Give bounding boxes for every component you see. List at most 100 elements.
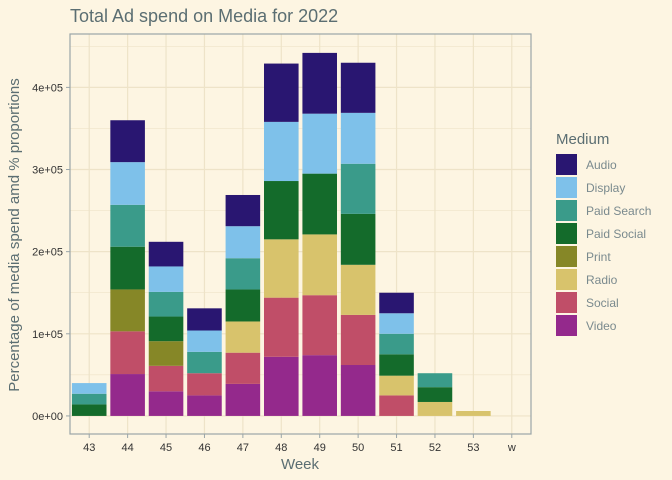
bar-segment-audio xyxy=(187,308,222,331)
bar-segment-display xyxy=(379,313,414,334)
bar-segment-paid-search xyxy=(71,393,107,405)
bar-segment-display xyxy=(340,112,376,164)
plot-panel xyxy=(70,34,531,434)
bar-segment-paid-social xyxy=(340,213,376,265)
legend-title: Medium xyxy=(556,131,609,148)
grid-lines xyxy=(70,34,531,434)
bar-segment-audio xyxy=(225,194,261,227)
y-axis-label: Percentage of media spend amd % proporti… xyxy=(6,78,23,392)
bar-segment-radio xyxy=(456,411,491,416)
legend-label: Paid Search xyxy=(586,204,651,218)
legend-label: Radio xyxy=(586,273,618,287)
legend-label: Paid Social xyxy=(586,227,646,241)
bar-segment-social xyxy=(340,314,376,366)
bar-segment-paid-social xyxy=(110,246,145,290)
bar-segment-paid-search xyxy=(225,258,261,290)
bar-segment-paid-social xyxy=(264,181,299,240)
bar-segment-audio xyxy=(340,62,376,113)
bar-segment-paid-search xyxy=(340,163,376,214)
bar-segment-paid-social xyxy=(417,387,453,402)
bar-segment-display xyxy=(71,383,107,394)
bar-segment-video xyxy=(225,383,261,416)
x-tick-label: 44 xyxy=(122,442,134,454)
bar-segment-audio xyxy=(148,241,184,267)
bar-segment-radio xyxy=(264,239,299,298)
bar-segment-audio xyxy=(302,52,337,114)
bar-segment-video xyxy=(110,374,145,416)
x-tick-label: 49 xyxy=(314,442,326,454)
bar-segment-display xyxy=(225,226,261,259)
bar-segment-paid-social xyxy=(148,316,184,342)
y-tick-label: 0e+00 xyxy=(32,411,63,423)
bar-segment-radio xyxy=(302,234,337,296)
legend-label: Video xyxy=(586,319,617,333)
bar-segment-video xyxy=(340,365,376,416)
bar-segment-display xyxy=(264,121,299,182)
bar-segment-social xyxy=(148,365,184,392)
x-axis-label: Week xyxy=(281,456,320,473)
bar-segment-paid-social xyxy=(302,173,337,235)
bar-segment-video xyxy=(264,356,299,416)
bar-segment-social xyxy=(379,395,414,416)
bar-segment-video xyxy=(148,391,184,416)
x-tick-label: 50 xyxy=(352,442,364,454)
bar-segment-paid-search xyxy=(417,373,453,388)
legend-key-paid-search xyxy=(556,200,577,221)
bar-segment-paid-social xyxy=(225,289,261,322)
bar-segment-paid-search xyxy=(379,333,414,355)
bar-segment-print xyxy=(110,289,145,332)
bar-segment-radio xyxy=(225,321,261,353)
bar-segment-video xyxy=(302,355,337,416)
chart-title: Total Ad spend on Media for 2022 xyxy=(70,6,338,26)
bar-segment-video xyxy=(187,395,222,416)
bar-segment-audio xyxy=(264,63,299,122)
x-tick-label: w xyxy=(507,442,516,454)
legend-label: Social xyxy=(586,296,619,310)
bar-segment-social xyxy=(225,352,261,384)
bar-segment-paid-social xyxy=(71,404,107,416)
y-tick-label: 4e+05 xyxy=(32,82,63,94)
y-tick-label: 1e+05 xyxy=(32,329,63,341)
bar-segment-social xyxy=(264,297,299,357)
x-tick-label: 47 xyxy=(237,442,249,454)
bar-segment-social xyxy=(302,295,337,356)
bar-segment-audio xyxy=(110,120,145,163)
legend-key-social xyxy=(556,292,577,313)
x-tick-label: 53 xyxy=(467,442,479,454)
x-tick-label: 46 xyxy=(198,442,210,454)
bar-segment-radio xyxy=(340,264,376,315)
panel-border xyxy=(69,33,532,435)
legend-key-video xyxy=(556,315,577,336)
bar-segment-display xyxy=(148,266,184,292)
bar-segment-paid-social xyxy=(379,354,414,376)
bar-segment-paid-search xyxy=(148,291,184,317)
legend-label: Display xyxy=(586,181,625,195)
y-tick-label: 3e+05 xyxy=(32,165,63,177)
x-tick-label: 43 xyxy=(83,442,95,454)
bar-segment-social xyxy=(110,331,145,375)
legend: Medium Audio Display Paid Search Paid Socia… xyxy=(556,131,651,336)
bar-segment-display xyxy=(110,162,145,205)
bar-segment-display xyxy=(187,330,222,352)
axes: 0e+00 1e+05 2e+05 3e+05 4e+05 43 44 45 46 47 48 49 5… xyxy=(32,33,532,454)
bar-segment-social xyxy=(187,373,222,396)
bar-segment-audio xyxy=(379,292,414,314)
bar-segment-radio xyxy=(379,375,414,396)
x-tick-label: 52 xyxy=(429,442,441,454)
bar-segment-paid-search xyxy=(110,204,145,247)
bar-segment-paid-search xyxy=(187,351,222,374)
bars xyxy=(71,52,491,416)
x-tick-label: 45 xyxy=(160,442,172,454)
bar-segment-radio xyxy=(417,401,453,416)
legend-key-paid-social xyxy=(556,223,577,244)
legend-label: Print xyxy=(586,250,611,264)
bar-segment-print xyxy=(148,341,184,366)
x-tick-label: 51 xyxy=(390,442,402,454)
legend-label: Audio xyxy=(586,158,617,172)
legend-key-display xyxy=(556,177,577,198)
x-tick-label: 48 xyxy=(275,442,287,454)
bar-segment-display xyxy=(302,113,337,174)
y-tick-label: 2e+05 xyxy=(32,247,63,259)
legend-key-print xyxy=(556,246,577,267)
